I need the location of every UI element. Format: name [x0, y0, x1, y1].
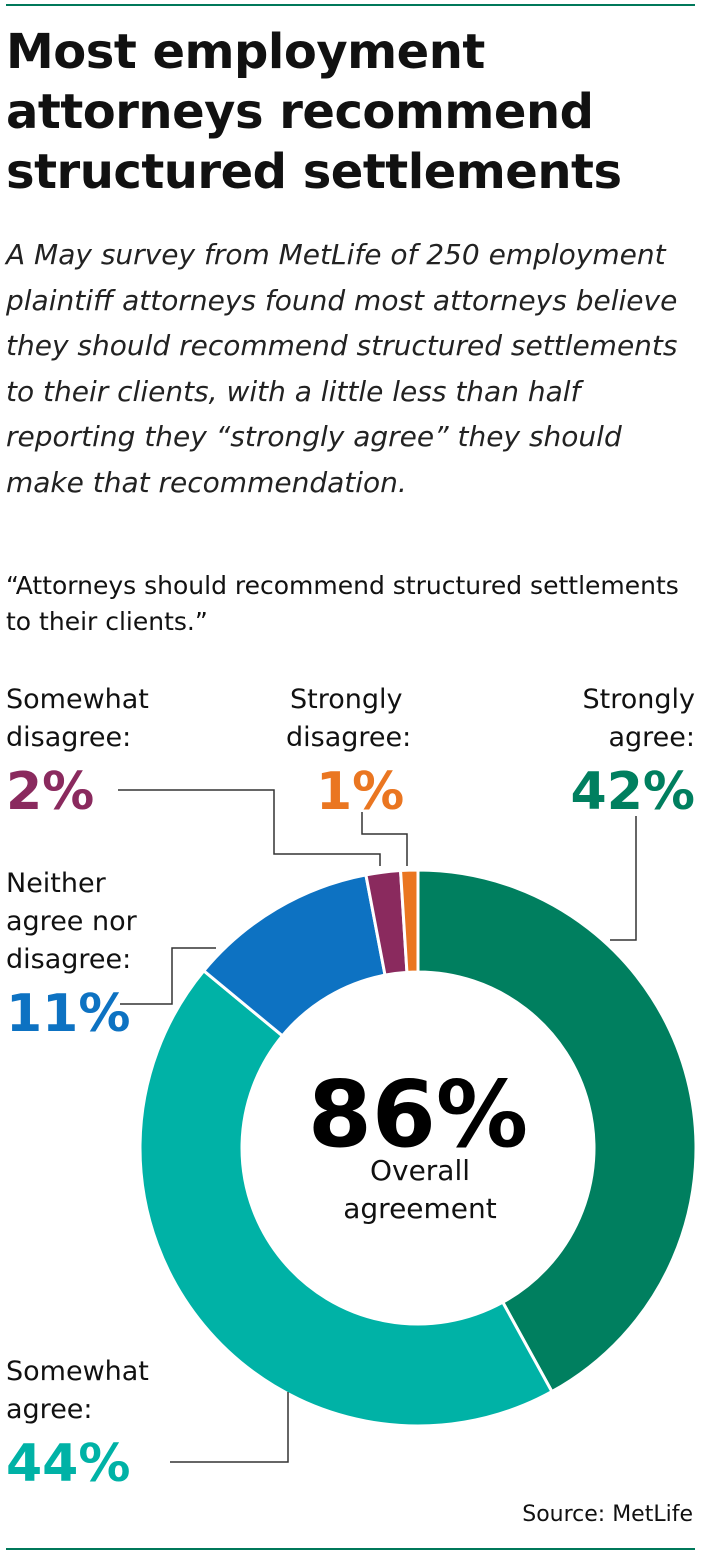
leader-somewhat-agree: [170, 1392, 289, 1463]
bottom-rule: [6, 1548, 695, 1550]
slice-strongly-disagree: [398, 868, 420, 974]
label-neither-line1: Neither: [6, 868, 106, 899]
label-strongly-agree-line2: agree:: [608, 722, 695, 753]
donut-slices: [138, 868, 698, 1428]
label-strongly-disagree-line2: disagree:: [286, 722, 412, 753]
label-neither-line3: disagree:: [6, 944, 132, 975]
label-somewhat-agree-line1: Somewhat: [6, 1356, 149, 1387]
leader-strongly-agree: [610, 816, 637, 941]
pct-somewhat-agree: 44%: [6, 1434, 131, 1494]
leader-neither: [120, 947, 216, 1005]
slice-somewhat-agree: [138, 968, 554, 1428]
center-label-line1: Overall: [370, 1154, 470, 1187]
pct-neither: 11%: [6, 984, 131, 1044]
source-note: Source: MetLife: [522, 1502, 693, 1527]
survey-question: “Attorneys should recommend structured s…: [6, 571, 679, 636]
headline: Most employment attorneys recommend stru…: [6, 24, 622, 200]
label-somewhat-agree-line2: agree:: [6, 1394, 93, 1425]
pct-somewhat-disagree: 2%: [6, 762, 95, 822]
pct-strongly-agree: 42%: [570, 762, 695, 822]
leader-strongly-disagree: [361, 812, 408, 866]
leader-lines: [118, 789, 637, 1463]
label-somewhat-disagree-line2: disagree:: [6, 722, 132, 753]
slice-strongly-agree: [416, 868, 698, 1394]
label-strongly-agree-line1: Strongly: [582, 684, 695, 715]
leader-somewhat-disagree: [118, 789, 381, 866]
label-neither-line2: agree nor: [6, 906, 137, 937]
label-somewhat-disagree-line1: Somewhat: [6, 684, 149, 715]
center-value: 86%: [308, 1061, 528, 1168]
label-strongly-disagree-line1: Strongly: [290, 684, 403, 715]
center-label-line2: agreement: [343, 1192, 497, 1225]
dek: A May survey from MetLife of 250 employm…: [6, 238, 678, 499]
pct-strongly-disagree: 1%: [316, 762, 405, 822]
top-rule: [6, 4, 695, 6]
